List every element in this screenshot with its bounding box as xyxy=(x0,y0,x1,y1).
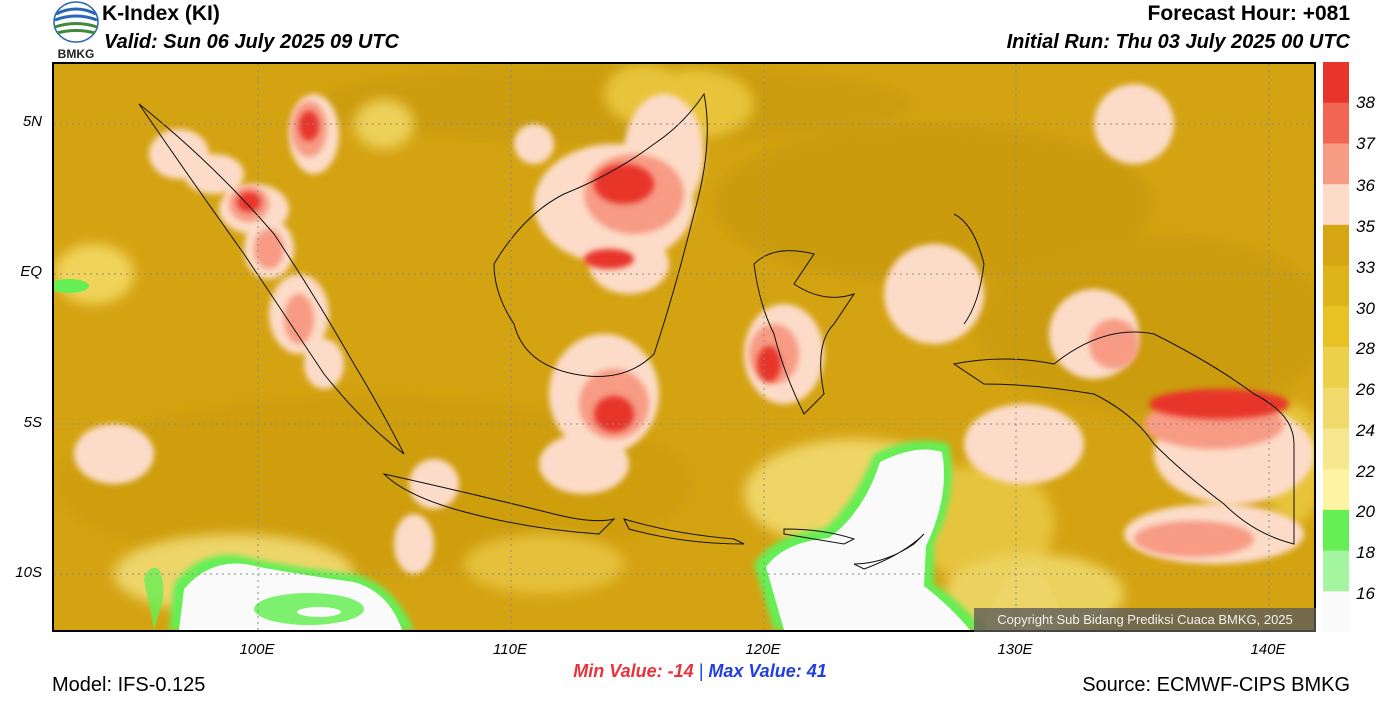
colorbar-swatch xyxy=(1323,469,1349,511)
y-label-eq: EQ xyxy=(20,263,42,280)
max-value: 41 xyxy=(806,661,827,681)
colorbar-swatch xyxy=(1323,509,1349,552)
colorbar-label-16: 16 xyxy=(1356,584,1375,603)
colorbar-label-33: 33 xyxy=(1356,258,1375,277)
colorbar-swatch xyxy=(1323,62,1349,104)
bmkg-logo: BMKG xyxy=(52,0,100,62)
graticule xyxy=(54,64,1314,630)
colorbar-label-26: 26 xyxy=(1356,380,1375,399)
bmkg-logo-icon: BMKG xyxy=(53,1,99,61)
colorbar-label-30: 30 xyxy=(1356,299,1375,318)
colorbar-swatch xyxy=(1323,102,1349,144)
colorbar-swatch xyxy=(1323,265,1349,307)
x-label-130e: 130E xyxy=(997,641,1033,658)
x-label-140e: 140E xyxy=(1250,641,1286,658)
colorbar-label-18: 18 xyxy=(1356,543,1375,562)
x-label-100e: 100E xyxy=(239,641,275,658)
valid-time: Valid: Sun 06 July 2025 09 UTC xyxy=(104,31,399,53)
colorbar-swatches xyxy=(1323,62,1349,633)
colorbar-label-36: 36 xyxy=(1356,176,1375,195)
x-label-120e: 120E xyxy=(745,641,781,658)
source-info: Source: ECMWF-CIPS BMKG xyxy=(1082,674,1350,696)
y-label-5n: 5N xyxy=(22,113,42,130)
value-separator: | xyxy=(698,661,704,681)
min-value-label: Min Value: xyxy=(573,661,663,681)
initial-run: Initial Run: Thu 03 July 2025 00 UTC xyxy=(1006,31,1350,53)
colorbar-swatch xyxy=(1323,306,1349,348)
colorbar xyxy=(1323,62,1349,633)
colorbar-label-37: 37 xyxy=(1356,134,1375,153)
min-value: -14 xyxy=(667,661,694,681)
min-max-values: Min Value: -14 | Max Value: 41 xyxy=(0,661,1400,682)
y-label-5s: 5S xyxy=(23,414,42,431)
colorbar-swatch xyxy=(1323,143,1349,185)
colorbar-label-20: 20 xyxy=(1356,502,1375,521)
colorbar-label-35: 35 xyxy=(1356,217,1375,236)
k-index-map[interactable] xyxy=(52,62,1316,632)
model-info: Model: IFS-0.125 xyxy=(52,674,206,696)
forecast-hour: Forecast Hour: +081 xyxy=(1147,2,1351,25)
map-title: K-Index (KI) xyxy=(102,2,220,25)
colorbar-label-28: 28 xyxy=(1356,339,1375,358)
map-canvas xyxy=(54,64,1314,630)
logo-text: BMKG xyxy=(58,47,95,61)
colorbar-swatch xyxy=(1323,184,1349,226)
coastlines xyxy=(138,92,1295,570)
y-label-10s: 10S xyxy=(15,564,42,581)
colorbar-swatch xyxy=(1323,591,1349,633)
copyright-notice: Copyright Sub Bidang Prediksi Cuaca BMKG… xyxy=(974,608,1316,632)
colorbar-label-22: 22 xyxy=(1356,462,1375,481)
colorbar-swatch xyxy=(1323,428,1349,470)
colorbar-swatch xyxy=(1323,347,1349,389)
max-value-label: Max Value: xyxy=(708,661,802,681)
colorbar-swatch xyxy=(1323,224,1349,267)
colorbar-label-38: 38 xyxy=(1356,93,1375,112)
x-label-110e: 110E xyxy=(493,641,527,658)
colorbar-swatch xyxy=(1323,550,1349,592)
colorbar-label-24: 24 xyxy=(1356,421,1375,440)
colorbar-swatch xyxy=(1323,387,1349,429)
